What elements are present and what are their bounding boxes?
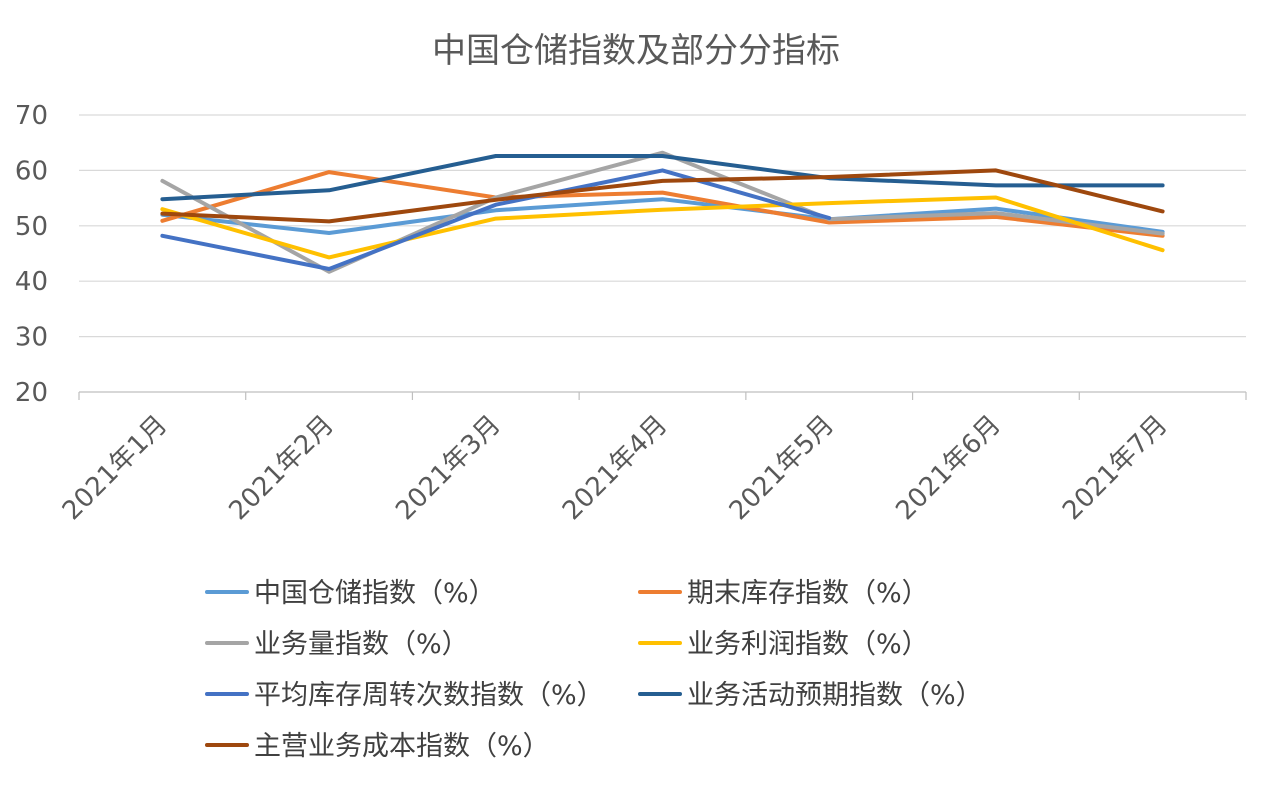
legend-label: 业务利润指数（%） xyxy=(687,629,929,660)
legend-label: 中国仓储指数（%） xyxy=(254,578,496,609)
axes: 20 30 40 50 60 70 2021年1月 2021年2月 2021年3月 2021年4月… xyxy=(15,101,1247,526)
y-tick-label: 40 xyxy=(15,267,48,297)
series-line-3 xyxy=(160,150,1165,274)
legend-label: 平均库存周转次数指数（%） xyxy=(254,680,604,711)
legend-item: 期末库存指数（%） xyxy=(638,578,929,609)
y-tick-label: 70 xyxy=(15,101,48,131)
x-tick-label: 2021年5月 xyxy=(724,410,840,526)
x-tick-label: 2021年4月 xyxy=(557,410,673,526)
legend-item: 主营业务成本指数（%） xyxy=(205,731,550,762)
series-line-1 xyxy=(160,197,1165,235)
chart-title: 中国仓储指数及部分分指标 xyxy=(432,31,840,71)
legend-item: 业务利润指数（%） xyxy=(638,629,929,660)
x-tick-label: 2021年7月 xyxy=(1057,410,1173,526)
legend: 中国仓储指数（%） 期末库存指数（%） 业务量指数（%） 业务利润指数（%） 平均库存周… xyxy=(205,578,983,762)
legend-label: 业务活动预期指数（%） xyxy=(687,680,983,711)
series-line-6 xyxy=(160,154,1165,202)
series-line-7 xyxy=(160,168,1165,224)
x-tick-label: 2021年3月 xyxy=(390,410,506,526)
legend-item: 中国仓储指数（%） xyxy=(205,578,496,609)
y-tick-label: 60 xyxy=(15,156,48,186)
series-line-4 xyxy=(160,195,1165,260)
series-line-5 xyxy=(160,168,832,271)
legend-label: 业务量指数（%） xyxy=(254,629,469,660)
x-tick-label: 2021年6月 xyxy=(890,410,1006,526)
y-tick-label: 20 xyxy=(15,378,48,408)
y-tick-label: 30 xyxy=(15,323,48,353)
x-tick-label: 2021年2月 xyxy=(224,410,340,526)
legend-item: 平均库存周转次数指数（%） xyxy=(205,680,604,711)
legend-item: 业务活动预期指数（%） xyxy=(638,680,983,711)
y-tick-label: 50 xyxy=(15,212,48,242)
legend-item: 业务量指数（%） xyxy=(205,629,469,660)
series-line-2 xyxy=(160,170,1165,238)
series-lines xyxy=(160,150,1165,274)
legend-label: 主营业务成本指数（%） xyxy=(254,731,550,762)
x-tick-label: 2021年1月 xyxy=(57,410,173,526)
legend-label: 期末库存指数（%） xyxy=(687,578,929,609)
